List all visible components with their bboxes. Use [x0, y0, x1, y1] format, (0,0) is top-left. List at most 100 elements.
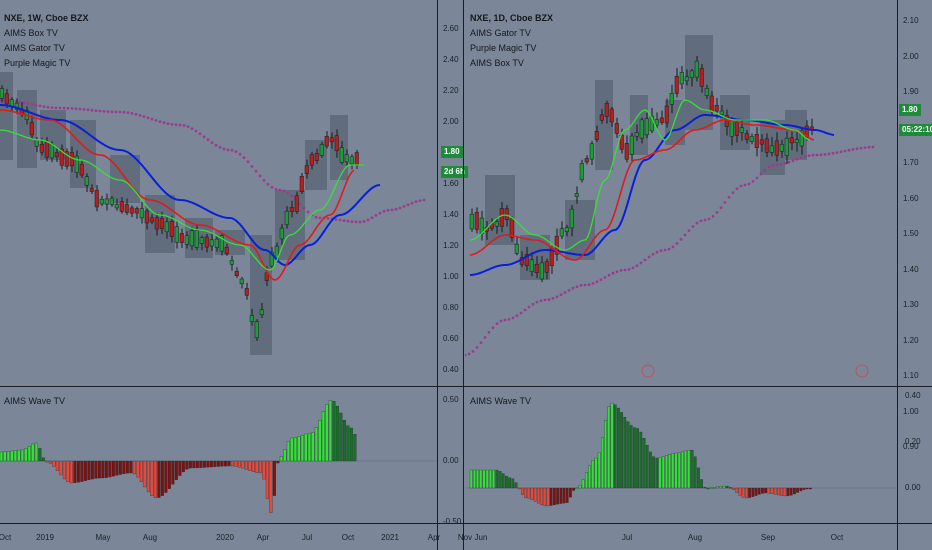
purple-magic-dot	[475, 346, 479, 349]
wave-bar	[745, 487, 748, 499]
purple-magic-dot	[707, 217, 711, 221]
box-zone	[330, 115, 348, 180]
purple-magic-dot	[603, 276, 607, 279]
wave-bar	[540, 487, 543, 506]
purple-magic-dot	[783, 162, 787, 165]
candle-body	[249, 315, 254, 322]
wave-bar	[195, 460, 199, 469]
wave-bar	[751, 487, 755, 497]
wave-bar	[748, 487, 751, 498]
left-wave-tick: 0.00	[443, 456, 459, 465]
candle-body	[479, 217, 484, 234]
purple-magic-dot	[286, 191, 290, 195]
left-chart-pane[interactable]: NXE, 1W, Cboe BZX AIMS Box TV AIMS Gator…	[0, 0, 468, 550]
right-price-plot[interactable]	[465, 0, 897, 385]
left-price-tick: 0.80	[443, 303, 459, 312]
wave-bar	[783, 487, 787, 497]
left-wave-plot[interactable]	[0, 388, 437, 523]
candle-body	[74, 155, 79, 173]
candle-body	[119, 201, 124, 212]
right-price-tick: 1.60	[903, 193, 919, 203]
purple-magic-dot	[158, 120, 162, 123]
purple-magic-dot	[242, 156, 246, 160]
purple-magic-dot	[595, 280, 599, 284]
left-date-tick: May	[95, 533, 111, 542]
purple-magic-dot	[302, 206, 306, 210]
purple-magic-dot	[491, 326, 495, 329]
purple-magic-dot	[499, 319, 503, 323]
wave-bar	[681, 451, 684, 489]
candle-body	[294, 195, 299, 212]
candle-body	[794, 139, 799, 143]
wave-bar	[498, 471, 502, 489]
wave-bar	[262, 460, 266, 480]
right-indicator-gator[interactable]: AIMS Gator TV	[470, 28, 531, 38]
wave-bar	[546, 487, 550, 507]
wave-bar	[62, 460, 66, 480]
right-indicator-purple[interactable]: Purple Magic TV	[470, 43, 537, 53]
purple-magic-dot	[270, 185, 274, 189]
right-date-tick: Jul	[621, 533, 633, 542]
candle-body	[754, 134, 759, 148]
purple-magic-dot	[775, 163, 779, 167]
left-indicator-gator[interactable]: AIMS Gator TV	[4, 43, 65, 53]
wave-bar	[805, 487, 809, 490]
wave-bar	[146, 460, 150, 493]
candle-body	[714, 104, 719, 112]
purple-magic-dot	[871, 145, 875, 149]
left-date-tick: Apr	[256, 533, 270, 542]
purple-magic-dot	[74, 107, 78, 111]
purple-magic-dot	[318, 216, 322, 220]
wave-bar	[642, 437, 646, 489]
right-price-tick: 1.70	[903, 158, 919, 167]
purple-magic-dot	[531, 302, 535, 306]
candle-body	[719, 110, 724, 115]
purple-magic-dot	[683, 233, 687, 237]
wave-bar	[572, 487, 575, 491]
wave-bar	[706, 487, 710, 490]
wave-bar	[780, 487, 783, 496]
wave-bar	[251, 460, 255, 472]
wave-bar	[636, 428, 639, 489]
right-wave-plot[interactable]	[465, 388, 897, 523]
purple-magic-dot	[795, 157, 799, 161]
left-wave-title[interactable]: AIMS Wave TV	[4, 396, 66, 406]
candle-body	[784, 137, 789, 156]
left-indicator-box[interactable]: AIMS Box TV	[4, 28, 58, 38]
left-indicator-purple[interactable]: Purple Magic TV	[4, 58, 71, 68]
purple-magic-dot	[234, 150, 238, 154]
wave-bar	[76, 460, 80, 483]
wave-bar	[216, 460, 220, 467]
wave-bar	[485, 469, 489, 489]
wave-bar	[48, 460, 52, 464]
purple-magic-dot	[703, 218, 707, 222]
candle-body	[284, 210, 289, 225]
candle-body	[129, 207, 134, 214]
candle-body	[184, 235, 189, 245]
left-price-plot[interactable]	[0, 0, 437, 385]
right-chart-pane[interactable]: NXE, 1D, Cboe BZX AIMS Gator TV Purple M…	[458, 0, 932, 550]
purple-magic-dot	[166, 122, 170, 125]
wave-bar	[220, 460, 224, 467]
candle-body	[299, 176, 304, 192]
candle-body	[219, 235, 224, 252]
right-wave-title[interactable]: AIMS Wave TV	[470, 396, 532, 406]
purple-magic-dot	[382, 209, 386, 213]
candle-body	[534, 263, 539, 274]
purple-magic-dot	[647, 255, 651, 259]
purple-magic-dot	[699, 219, 703, 223]
wave-bar	[786, 487, 790, 497]
candle-body	[144, 210, 149, 224]
right-indicator-box[interactable]: AIMS Box TV	[470, 58, 524, 68]
purple-magic-dot	[238, 152, 242, 156]
wave-bar	[83, 460, 87, 481]
purple-magic-dot	[190, 127, 194, 130]
purple-magic-dot	[410, 201, 414, 205]
wave-bar	[591, 460, 595, 489]
wave-bar	[713, 487, 716, 489]
wave-bar	[533, 487, 537, 502]
event-marker-icon	[855, 364, 869, 378]
wave-bar	[178, 460, 182, 476]
purple-magic-dot	[567, 288, 571, 292]
wave-bar	[767, 487, 771, 494]
